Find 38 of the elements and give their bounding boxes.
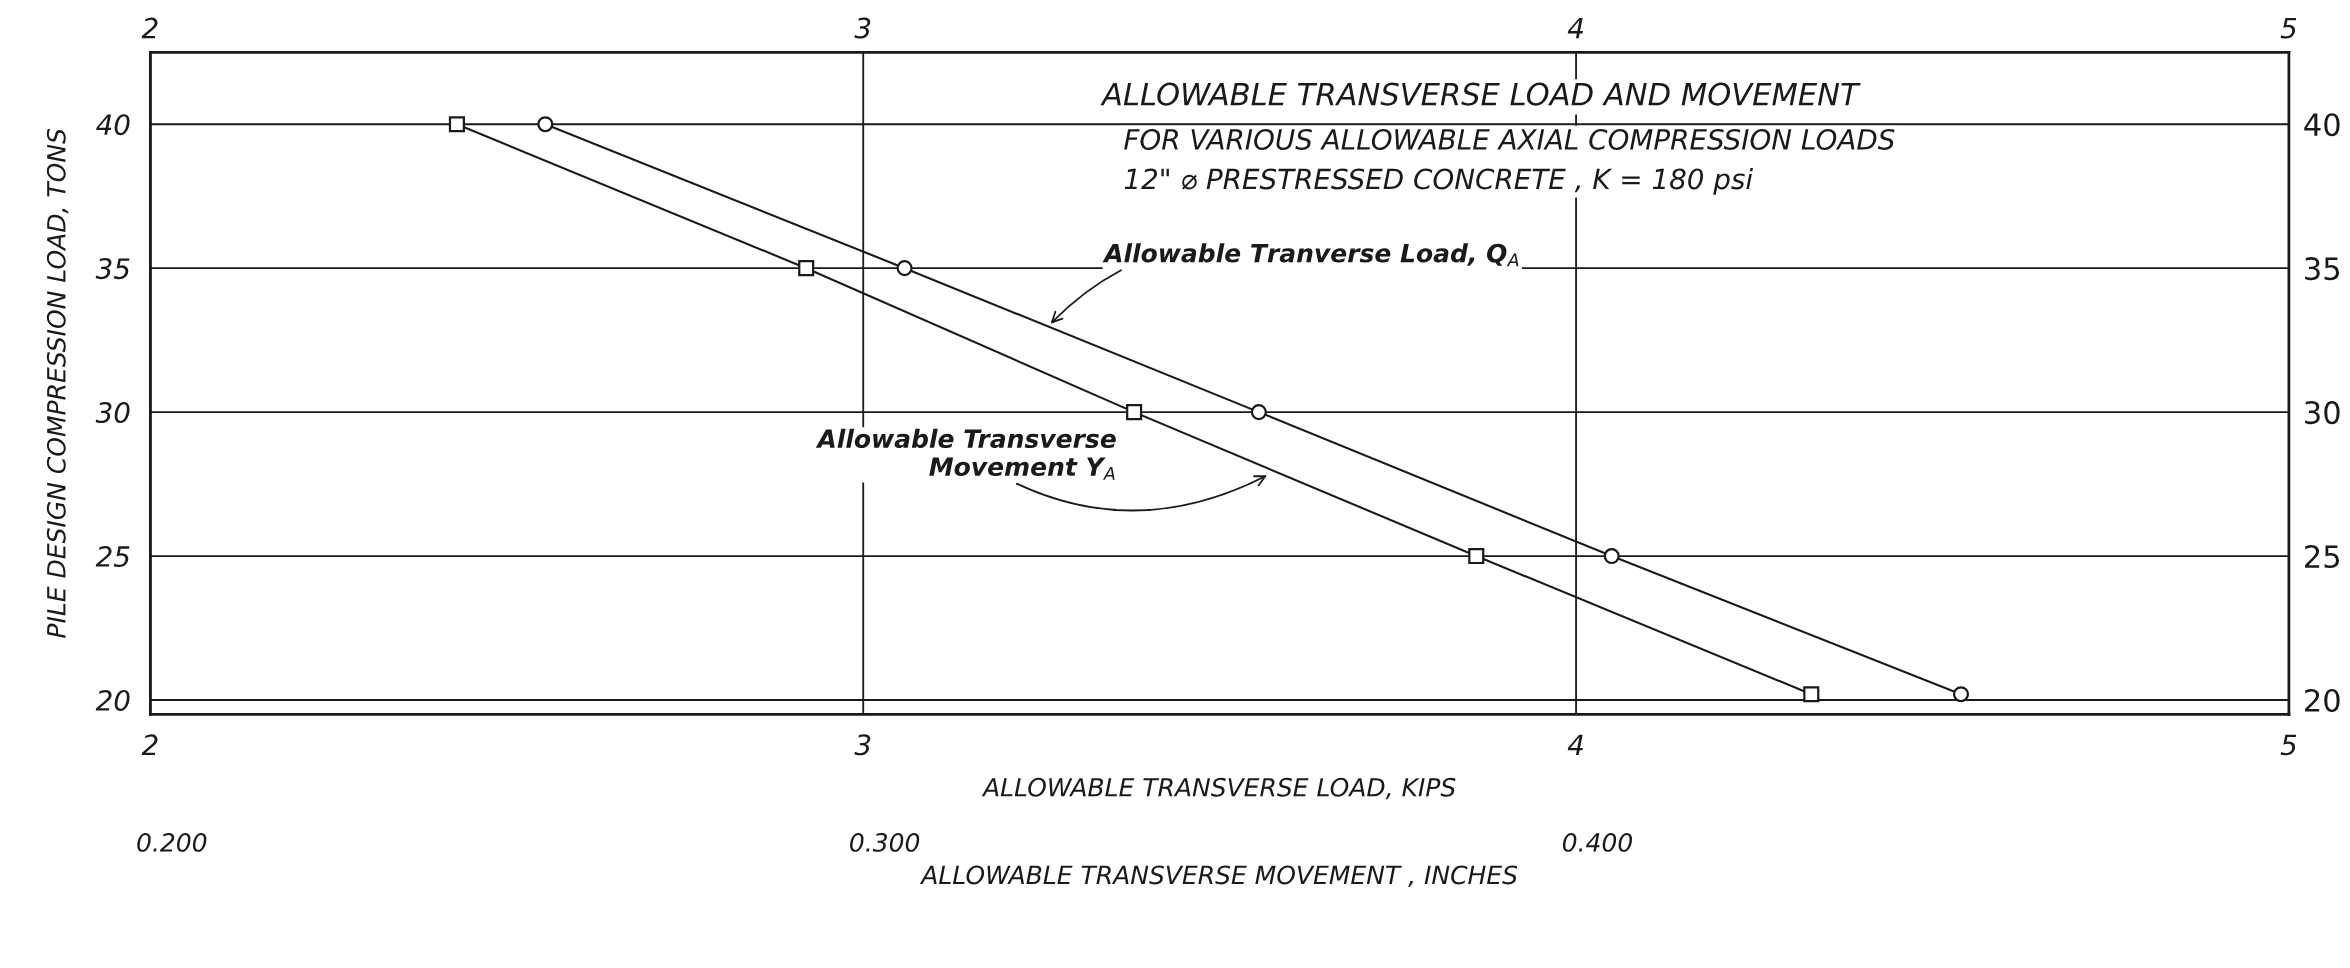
y2-tick-label: 40 <box>2304 113 2340 137</box>
point <box>896 260 913 277</box>
y-tick-label: 40 <box>96 114 130 136</box>
x-tick-label: 0.200 <box>137 832 207 852</box>
x-tick-label: 5 <box>2280 17 2297 39</box>
y-tick-label: 35 <box>95 258 130 280</box>
text: FOR VARIOUS ALLOWABLE AXIAL COMPRESSION LOADS 12" ⌀ PRESTRESSED CONCRETE , K = 180 psi <box>1124 128 1895 195</box>
point <box>1803 686 1820 703</box>
point <box>448 116 465 133</box>
x2-tick-label: 2 <box>141 734 158 755</box>
point <box>798 260 815 277</box>
y2-tick-label: 25 <box>2305 544 2339 569</box>
x2-tick-label: 5 <box>2280 734 2297 756</box>
point <box>1126 404 1143 421</box>
text: ALLOWABLE TRANSVERSE LOAD AND MOVEMENT <box>1100 82 1861 106</box>
y-tick-label: 25 <box>95 545 130 567</box>
y2-tick-label: 35 <box>2305 257 2339 281</box>
x-tick-label: 3 <box>854 17 871 39</box>
x-tick-label: 2 <box>141 17 158 39</box>
point <box>537 116 554 133</box>
x-tick-label: 4 <box>1567 17 1583 39</box>
point <box>1250 404 1267 421</box>
point <box>1603 548 1620 565</box>
y-axis-title: PILE DESIGN COMPRESSION LOAD, TONS <box>46 128 69 638</box>
x-axis-title: ALLOWABLE TRANSVERSE MOVEMENT , INCHES <box>919 865 1518 887</box>
annotation: Allowable Tranverse Load, Q$_{A}$ <box>1102 243 1519 267</box>
point <box>1952 686 1970 703</box>
y-tick-label: 30 <box>95 402 130 424</box>
x2-tick-label: 4 <box>1567 734 1583 755</box>
y2-tick-label: 20 <box>2305 688 2340 713</box>
x-tick-label: 0.400 <box>1562 832 1632 852</box>
x-axis-title: ALLOWABLE TRANSVERSE LOAD, KIPS <box>981 777 1456 800</box>
y-tick-label: 20 <box>95 689 130 711</box>
x-tick-label: 0.300 <box>850 832 920 852</box>
point <box>1468 548 1485 565</box>
x2-tick-label: 3 <box>854 734 871 756</box>
y2-tick-label: 30 <box>2305 401 2340 425</box>
annotation: Allowable Transverse Movement Y$_{A}$ <box>815 428 1116 480</box>
